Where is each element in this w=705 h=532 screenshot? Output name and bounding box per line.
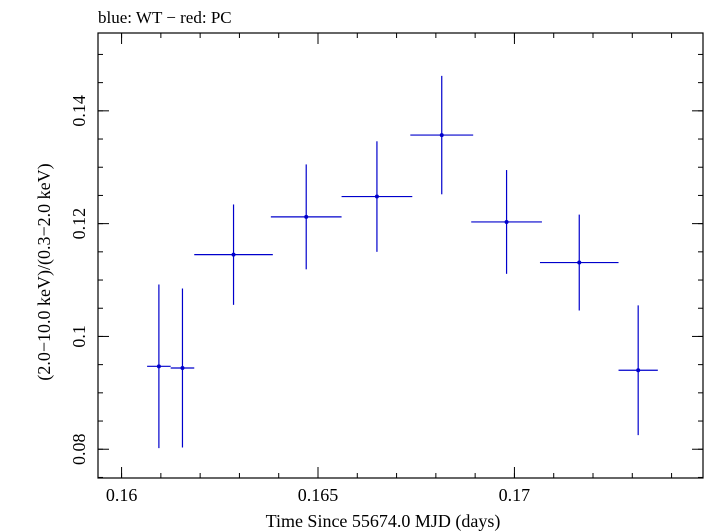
data-point [170, 288, 195, 448]
x-axis-label: Time Since 55674.0 MJD (days) [266, 511, 501, 532]
data-point [194, 204, 273, 305]
x-tick-label: 0.17 [499, 485, 531, 505]
data-point [471, 170, 542, 274]
axis-ticks [98, 33, 703, 478]
data-point [539, 214, 619, 311]
point-marker [504, 219, 509, 224]
data-point [341, 141, 413, 252]
axis-tick-labels: 0.16 0.165 0.17 0.08 0.1 0.12 0.14 [69, 95, 530, 505]
x-tick-label: 0.16 [106, 485, 138, 505]
data-series [147, 75, 658, 449]
data-point [270, 164, 342, 270]
point-marker [231, 252, 236, 257]
y-tick-label: 0.14 [69, 95, 89, 127]
point-marker [374, 194, 379, 199]
data-point [147, 284, 171, 449]
point-marker [577, 260, 582, 265]
y-tick-label: 0.08 [69, 433, 89, 465]
chart-title: blue: WT − red: PC [98, 8, 232, 27]
point-marker [636, 368, 641, 373]
data-point [410, 75, 474, 195]
point-marker [304, 214, 309, 219]
data-point [618, 305, 658, 436]
point-marker [439, 133, 444, 138]
point-marker [156, 364, 161, 369]
plot-frame [97, 32, 704, 479]
y-tick-label: 0.1 [69, 325, 89, 348]
y-axis-label: (2.0−10.0 keV)/(0.3−2.0 keV) [34, 163, 55, 380]
x-tick-label: 0.165 [298, 485, 339, 505]
point-marker [180, 366, 185, 371]
y-tick-label: 0.12 [69, 208, 89, 240]
